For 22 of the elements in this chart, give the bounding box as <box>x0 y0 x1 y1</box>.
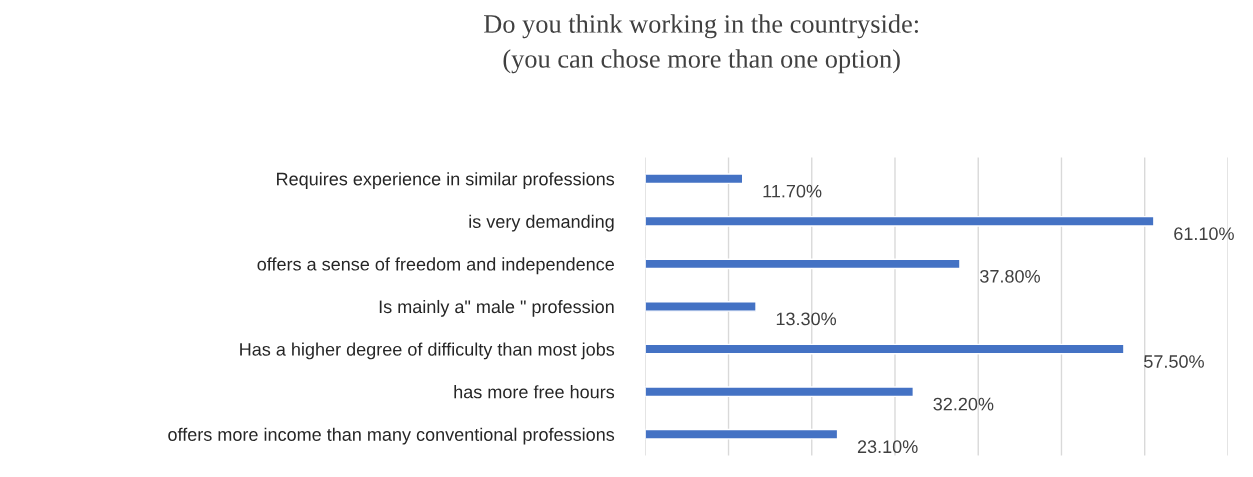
y-tick-label: Has a higher degree of difficulty than most jobs <box>240 342 615 360</box>
bar <box>645 258 961 270</box>
data-label: 13.30% <box>776 312 837 326</box>
data-label: 37.80% <box>980 269 1040 283</box>
y-tick-label: has more free hours <box>454 385 615 399</box>
y-tick-label: is very demanding <box>469 214 614 232</box>
bar <box>645 215 1155 227</box>
data-label: 11.70% <box>763 184 822 198</box>
bar <box>645 173 744 185</box>
y-tick-label: offers a sense of freedom and independence <box>257 257 614 275</box>
data-label: 57.50% <box>1144 355 1204 368</box>
bar <box>645 343 1125 355</box>
bar <box>645 386 915 398</box>
y-tick-label: offers more income than many conventional professions <box>168 427 615 445</box>
data-label: 61.10% <box>1174 227 1234 241</box>
data-label: 23.10% <box>857 440 918 454</box>
chart-title: Do you think working in the countryside: (you can chose more than one option) <box>484 14 918 74</box>
bar <box>645 428 839 440</box>
data-label: 32.20% <box>933 397 994 411</box>
y-tick-label: Requires experience in similar professions <box>277 172 615 189</box>
y-tick-label: Is mainly a" male " profession <box>379 299 614 317</box>
bar <box>645 301 757 312</box>
